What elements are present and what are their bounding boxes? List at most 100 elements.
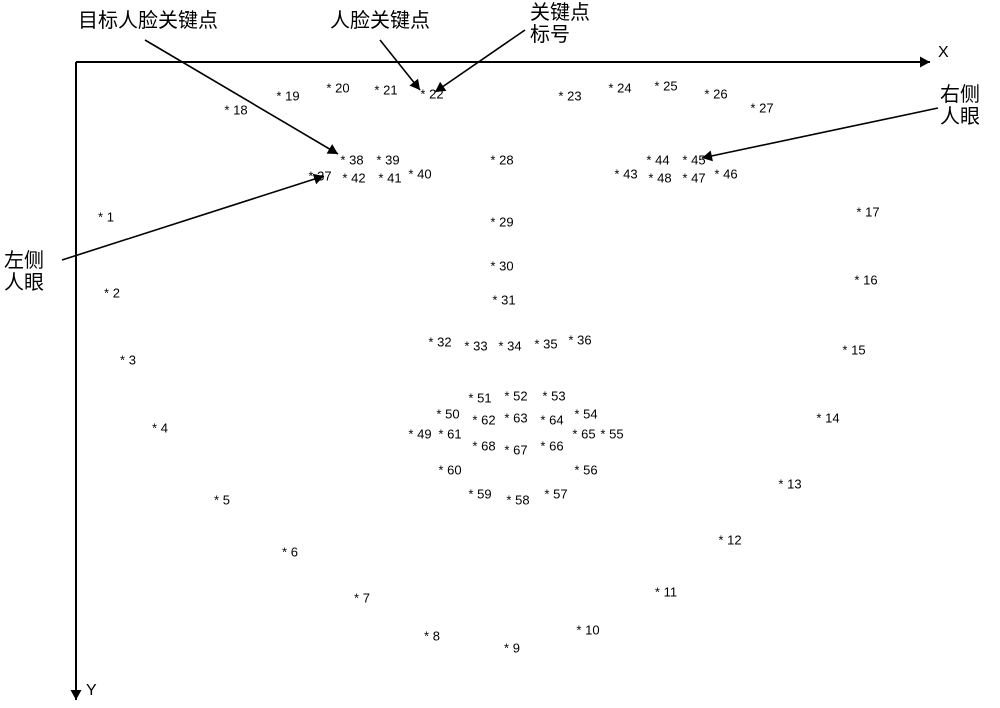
point-number: 14 [821, 411, 839, 426]
point-marker-icon: * [654, 79, 659, 94]
point-number: 48 [653, 171, 671, 186]
point-marker-icon: * [558, 89, 563, 104]
point-marker-icon: * [374, 83, 379, 98]
point-number: 57 [549, 487, 567, 502]
point-marker-icon: * [572, 427, 577, 442]
point-number: 5 [219, 493, 230, 508]
point-number: 41 [383, 171, 401, 186]
point-number: 13 [783, 477, 801, 492]
point-number: 66 [545, 439, 563, 454]
point-number: 59 [473, 487, 491, 502]
point-marker-icon: * [574, 407, 579, 422]
point-marker-icon: * [152, 421, 157, 436]
point-marker-icon: * [600, 427, 605, 442]
landmark-point-30: * 30 [490, 259, 513, 274]
landmark-point-14: * 14 [816, 411, 839, 426]
landmark-point-56: * 56 [574, 463, 597, 478]
point-number: 31 [497, 293, 515, 308]
landmark-point-31: * 31 [492, 293, 515, 308]
point-marker-icon: * [424, 629, 429, 644]
point-number: 62 [477, 413, 495, 428]
landmark-point-55: * 55 [600, 427, 623, 442]
diagram-stage: XY目标人脸关键点人脸关键点关键点 标号右侧 人眼左侧 人眼* 1* 2* 3*… [0, 0, 1000, 708]
point-marker-icon: * [468, 487, 473, 502]
point-marker-icon: * [438, 427, 443, 442]
point-number: 67 [509, 443, 527, 458]
point-marker-icon: * [614, 167, 619, 182]
landmark-point-9: * 9 [504, 641, 520, 656]
point-marker-icon: * [544, 487, 549, 502]
point-marker-icon: * [472, 439, 477, 454]
point-marker-icon: * [308, 169, 313, 184]
landmark-point-48: * 48 [648, 171, 671, 186]
landmark-point-3: * 3 [120, 353, 136, 368]
point-marker-icon: * [376, 153, 381, 168]
point-marker-icon: * [378, 171, 383, 186]
landmark-point-41: * 41 [378, 171, 401, 186]
point-marker-icon: * [326, 81, 331, 96]
point-number: 44 [651, 153, 669, 168]
point-number: 2 [109, 286, 120, 301]
point-number: 56 [579, 463, 597, 478]
point-marker-icon: * [646, 153, 651, 168]
landmark-point-50: * 50 [436, 407, 459, 422]
landmark-point-45: * 45 [682, 153, 705, 168]
landmark-point-47: * 47 [682, 171, 705, 186]
point-number: 23 [563, 89, 581, 104]
point-number: 4 [157, 421, 168, 436]
point-marker-icon: * [438, 463, 443, 478]
landmark-point-59: * 59 [468, 487, 491, 502]
point-number: 50 [441, 407, 459, 422]
point-marker-icon: * [464, 339, 469, 354]
landmark-point-52: * 52 [504, 389, 527, 404]
landmark-point-20: * 20 [326, 81, 349, 96]
point-marker-icon: * [468, 391, 473, 406]
landmark-point-38: * 38 [340, 153, 363, 168]
annotation-keypoint-number: 关键点 标号 [530, 2, 590, 46]
landmark-point-67: * 67 [504, 443, 527, 458]
landmark-point-35: * 35 [534, 337, 557, 352]
point-marker-icon: * [282, 545, 287, 560]
landmark-point-10: * 10 [576, 623, 599, 638]
point-marker-icon: * [542, 389, 547, 404]
landmark-point-19: * 19 [276, 89, 299, 104]
axis-y-label: Y [86, 682, 97, 700]
point-marker-icon: * [750, 101, 755, 116]
landmark-point-5: * 5 [214, 493, 230, 508]
point-number: 24 [613, 81, 631, 96]
point-number: 35 [539, 337, 557, 352]
landmark-point-39: * 39 [376, 153, 399, 168]
point-number: 33 [469, 339, 487, 354]
landmark-point-51: * 51 [468, 391, 491, 406]
point-marker-icon: * [504, 411, 509, 426]
point-number: 11 [660, 585, 677, 600]
point-number: 42 [347, 171, 365, 186]
point-marker-icon: * [854, 273, 859, 288]
landmark-point-27: * 27 [750, 101, 773, 116]
point-number: 64 [545, 413, 563, 428]
point-number: 51 [473, 391, 491, 406]
point-number: 36 [573, 333, 591, 348]
annotation-left-eye: 左侧 人眼 [4, 250, 44, 294]
point-marker-icon: * [224, 103, 229, 118]
landmark-point-60: * 60 [438, 463, 461, 478]
point-marker-icon: * [816, 411, 821, 426]
point-marker-icon: * [498, 339, 503, 354]
point-number: 1 [103, 210, 114, 225]
landmark-point-2: * 2 [104, 286, 120, 301]
landmark-point-12: * 12 [718, 533, 741, 548]
landmark-point-24: * 24 [608, 81, 631, 96]
landmark-point-18: * 18 [224, 103, 247, 118]
point-marker-icon: * [104, 286, 109, 301]
point-number: 63 [509, 411, 527, 426]
landmark-point-61: * 61 [438, 427, 461, 442]
point-marker-icon: * [778, 477, 783, 492]
point-number: 61 [443, 427, 461, 442]
point-number: 34 [503, 339, 521, 354]
landmark-point-11: * 11 [655, 585, 677, 600]
landmark-point-4: * 4 [152, 421, 168, 436]
point-number: 25 [659, 79, 677, 94]
landmark-point-53: * 53 [542, 389, 565, 404]
point-number: 9 [509, 641, 520, 656]
landmark-point-21: * 21 [374, 83, 397, 98]
